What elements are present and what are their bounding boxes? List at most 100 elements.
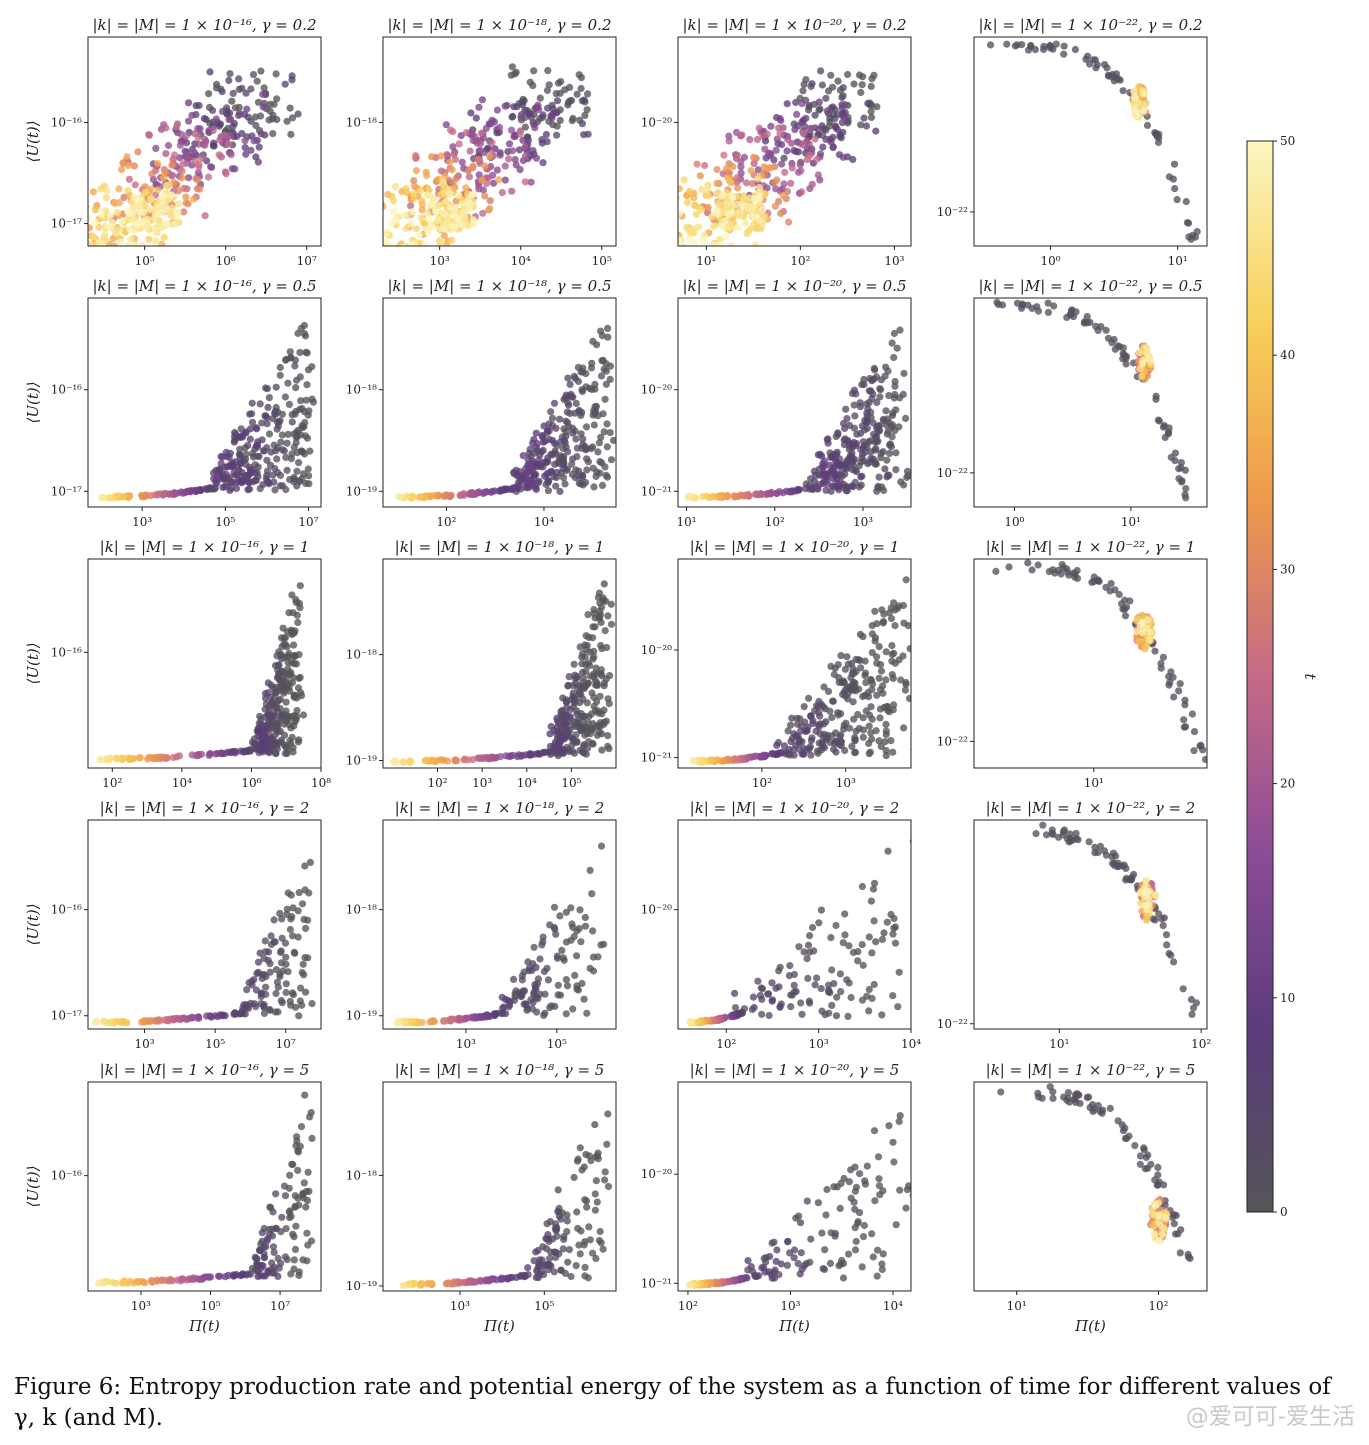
data-point [770,156,778,164]
data-point [115,257,122,264]
data-point [225,116,233,124]
y-tick-label: 10⁻²⁰ [641,643,672,657]
data-point [829,745,838,753]
data-point [228,97,236,105]
data-point [474,155,482,163]
data-point [860,114,868,122]
data-point [567,1272,575,1281]
data-point [588,890,596,898]
data-point [783,147,791,155]
data-point [747,167,755,175]
data-point [505,155,513,163]
data-point [266,968,274,976]
data-point [864,405,872,413]
data-point [655,270,662,277]
data-point [519,101,527,109]
data-point [127,261,134,268]
data-point [579,650,587,658]
data-point [834,77,842,85]
data-point [289,904,297,912]
data-point [130,247,137,254]
data-point [595,439,604,447]
data-point [695,223,703,231]
data-point [601,1176,609,1184]
data-point [237,747,245,755]
data-point [196,185,204,193]
data-point [859,961,867,969]
data-point [302,479,310,488]
plot-frame [973,36,1208,247]
data-point [867,107,875,115]
data-point [288,989,297,997]
data-point [583,1203,591,1211]
data-point [815,919,823,927]
data-point [254,158,262,166]
data-point [1181,491,1189,499]
data-point [669,219,676,226]
data-point [276,973,284,981]
data-point [239,478,247,486]
data-point [70,258,77,265]
data-point [267,448,275,456]
data-point [522,1000,530,1008]
data-point [811,135,819,143]
data-point [827,71,835,79]
data-point [722,232,730,241]
data-point [303,1229,311,1237]
data-point [295,1012,303,1020]
data-point [889,992,897,1000]
data-point [130,162,138,170]
data-point [90,233,98,241]
data-point [140,208,148,216]
data-point [277,947,285,955]
data-point [871,433,879,441]
data-point [568,117,576,125]
data-point [729,163,737,171]
data-point [596,692,604,700]
plot-frame [87,36,322,247]
data-point [746,136,754,144]
data-point [138,491,146,499]
x-tick-label: 10⁶ [216,254,236,268]
data-point [513,472,521,480]
data-point [597,433,605,441]
data-point [243,986,251,994]
data-point [856,429,865,437]
data-point [507,126,516,134]
data-point [551,741,559,749]
data-point [284,430,292,438]
data-point [198,154,206,162]
data-point [696,172,704,180]
data-point [260,1009,268,1018]
data-point [109,224,117,232]
data-point [857,481,865,489]
data-point [868,735,876,743]
x-tick-label: 10⁶ [241,776,261,790]
data-point [910,647,911,650]
data-point [496,151,504,159]
data-point [293,1133,301,1141]
data-point [890,353,898,362]
data-point [731,989,739,998]
data-point [116,226,124,234]
data-point [524,456,532,464]
data-point [217,459,225,468]
data-point [805,694,813,702]
data-point [300,330,309,338]
data-point [508,147,517,155]
data-point [902,576,910,584]
data-point [1094,576,1102,584]
data-point [440,189,448,197]
data-point [831,664,839,672]
data-point [250,1000,258,1008]
data-point [819,143,827,151]
data-point [678,210,683,218]
data-point [850,715,858,723]
data-point [253,969,261,978]
data-point [467,201,475,209]
data-point [297,1123,306,1131]
data-point [766,164,775,172]
data-point [592,664,600,672]
data-point [775,124,783,132]
